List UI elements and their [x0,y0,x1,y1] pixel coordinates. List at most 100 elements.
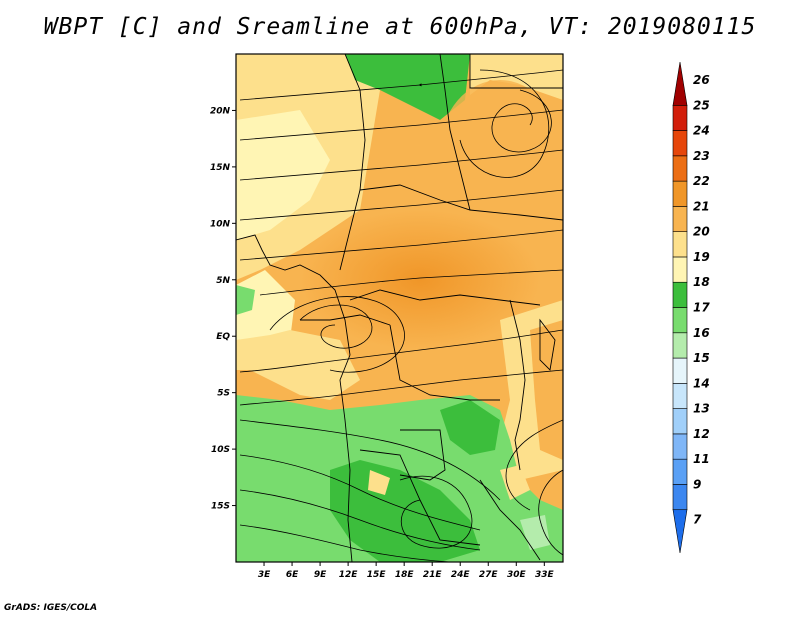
streamline-2 [239,109,563,141]
lat-label: 5S [217,389,230,399]
colorbar-label: 11 [693,452,710,466]
colorbar-label: 17 [693,301,710,315]
colorbar-label: 13 [693,402,710,416]
streamline-7 [239,329,563,373]
streamline-5 [239,229,563,261]
lake-victoria [539,318,556,371]
colorbar-segment [672,458,688,485]
field-coast-green [236,285,255,315]
lon-label: 3E [258,570,271,580]
colorbar-label: 21 [693,199,710,213]
colorbar-segment [672,256,688,283]
border-gabon-congo [300,314,391,326]
colorbar-label: 18 [693,275,710,289]
lat-label: 15S [211,502,230,512]
lat-label: 15N [210,163,231,173]
field-north-east-yellow [470,54,563,100]
colorbar-label: 20 [693,225,710,239]
colorbar-segment [672,357,688,384]
lat-label: EQ [216,332,230,342]
colorbar-label: 22 [693,174,710,188]
colorbar-segment [672,408,688,435]
streamline-1 [239,69,563,101]
colorbar-label: 9 [693,477,701,491]
wbpt-field [236,54,563,562]
colorbar-segment [672,130,688,157]
lon-label: 21E [423,570,443,580]
streamline-6 [259,269,563,296]
streamline-9 [239,419,501,501]
streamline-south-vortex [399,475,473,549]
border-east-lakes [509,299,526,471]
streamline-12 [239,524,451,562]
lon-label: 12E [339,570,359,580]
colorbar-label: 25 [693,98,710,112]
field-east-orange [440,80,560,220]
streamline-11 [239,489,481,551]
lon-label: 6E [286,570,299,580]
country-borders [236,54,563,562]
field-north-green [345,54,470,120]
field-north-west-lightyellow [236,110,330,240]
colorbar-segment [672,61,688,106]
streamline-eq-vortex-2 [269,296,405,373]
field-south-yellow-spot-2 [500,465,530,500]
colorbar-segment [672,180,688,207]
field-east-orange-strip [530,320,563,460]
streamline-ne-vortex [491,89,552,153]
streamline-14 [538,469,563,556]
border-sudan-south [359,184,563,221]
streamline-13 [505,419,563,511]
streamline-4 [239,189,563,221]
colorbar-segment [672,307,688,334]
longitude-axis: 3E 6E 9E 12E 15E 18E 21E 24E 27E 30E 33E [258,562,555,580]
border-car-drc [349,289,541,306]
grads-credit: GrADS: IGES/COLA [4,603,98,613]
lon-label: 18E [395,570,415,580]
colorbar-label: 24 [693,124,710,138]
lat-label: 10S [211,445,230,455]
border-libya-egypt [439,54,471,211]
colorbar-segment [672,484,688,511]
border-mozambique [479,479,541,561]
colorbar-segment [672,509,688,554]
streamline-8 [239,369,563,406]
field-south-yellow-spot [368,470,390,495]
colorbar-segment [672,206,688,232]
streamline-eq-vortex [299,304,373,349]
streamline-3 [239,149,563,181]
lon-label: 27E [479,570,499,580]
border-chad-niger [339,54,366,271]
colorbar-label: 26 [693,73,710,87]
colorbar: 7 9 11 12 13 14 15 16 17 18 19 20 21 22 23 24 25 26 [672,61,710,554]
border-drc-angola [389,324,500,401]
colorbar-label: 16 [693,326,710,340]
colorbar-label: 12 [693,427,710,441]
lat-label: 20N [210,106,231,116]
streamline-10 [239,454,481,531]
colorbar-segment [672,231,688,258]
border-zambia [399,429,446,481]
colorbar-segment [672,155,688,182]
lon-label: 30E [507,570,527,580]
lon-label: 24E [451,570,471,580]
streamline-ne-vortex-2 [459,69,550,178]
field-south-darkgreen-patch [440,400,500,455]
colorbar-segment [672,383,688,409]
latitude-axis: 20N 15N 10N 5N EQ 5S 10S 15S [210,106,236,512]
lon-label: 9E [314,570,327,580]
colorbar-label: 23 [693,149,710,163]
field-equator-yellow [236,330,360,400]
colorbar-segment [672,104,688,131]
field-south-darkgreen [330,460,480,562]
colorbar-label: 7 [693,513,702,527]
streamlines [239,69,563,562]
lat-label: 5N [216,276,230,286]
lon-label: 33E [535,570,555,580]
chart-title: WBPT [C] and Sreamline at 600hPa, VT: 20… [43,14,757,40]
colorbar-label: 19 [693,250,710,264]
lat-label: 10N [210,219,231,229]
coastline-west [236,234,353,562]
colorbar-segment [672,281,688,308]
colorbar-segment [672,433,688,460]
